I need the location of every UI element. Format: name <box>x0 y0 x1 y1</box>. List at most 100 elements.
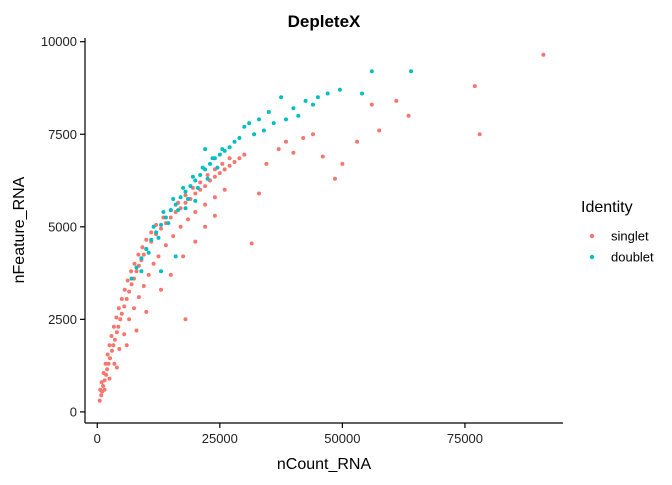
legend-title: Identity <box>581 199 633 216</box>
point-singlet-12 <box>114 330 119 335</box>
point-doublet-4 <box>149 237 154 242</box>
x-tick-label-0: 0 <box>94 431 101 446</box>
legend: Identity singlet doublet <box>581 199 654 265</box>
point-singlet-86 <box>151 261 156 266</box>
point-doublet-9 <box>173 202 178 207</box>
point-doublet-10 <box>178 195 183 200</box>
point-doublet-54 <box>291 106 296 111</box>
point-singlet-112 <box>291 150 296 155</box>
point-singlet-39 <box>212 174 217 179</box>
point-doublet-38 <box>215 165 220 170</box>
point-doublet-29 <box>210 156 215 161</box>
point-singlet-47 <box>99 380 104 385</box>
point-doublet-48 <box>257 117 261 122</box>
point-doublet-55 <box>296 113 301 118</box>
point-singlet-81 <box>127 317 132 322</box>
point-doublet-56 <box>303 98 308 103</box>
point-singlet-96 <box>114 365 119 370</box>
y-tick-label-4: 10000 <box>41 34 77 49</box>
point-doublet-36 <box>195 185 200 190</box>
point-doublet-39 <box>139 269 144 274</box>
point-doublet-6 <box>159 222 163 227</box>
point-singlet-119 <box>369 102 374 107</box>
point-singlet-71 <box>198 180 203 185</box>
point-singlet-90 <box>178 224 183 229</box>
point-singlet-37 <box>203 184 208 189</box>
point-singlet-58 <box>125 278 130 283</box>
point-doublet-41 <box>173 254 178 259</box>
point-doublet-27 <box>190 174 195 179</box>
point-singlet-53 <box>111 324 116 329</box>
point-doublet-28 <box>200 165 205 170</box>
point-singlet-113 <box>301 136 306 140</box>
point-singlet-55 <box>116 306 121 311</box>
point-singlet-46 <box>98 387 103 392</box>
point-doublet-44 <box>203 147 208 152</box>
y-tick-label-0: 0 <box>70 404 77 419</box>
point-singlet-120 <box>377 128 382 133</box>
point-doublet-26 <box>181 185 186 190</box>
point-doublet-1 <box>134 265 139 270</box>
point-singlet-9 <box>110 348 114 353</box>
point-singlet-19 <box>129 282 134 287</box>
point-singlet-115 <box>320 154 325 159</box>
legend-items: singlet doublet <box>589 229 654 265</box>
point-singlet-0 <box>97 398 102 403</box>
point-doublet-14 <box>198 173 203 177</box>
point-singlet-79 <box>117 347 122 351</box>
x-tick-label-2: 50000 <box>324 431 360 446</box>
point-singlet-80 <box>122 332 127 337</box>
point-singlet-56 <box>119 297 124 301</box>
point-singlet-101 <box>168 272 173 277</box>
point-doublet-35 <box>186 197 190 201</box>
point-singlet-102 <box>181 254 186 259</box>
point-singlet-108 <box>257 191 261 196</box>
point-singlet-83 <box>136 295 141 300</box>
point-singlet-7 <box>106 361 111 366</box>
point-singlet-30 <box>168 215 173 220</box>
point-doublet-53 <box>284 117 288 122</box>
y-tick-label-2: 5000 <box>48 219 77 234</box>
point-doublet-20 <box>227 145 232 150</box>
point-singlet-54 <box>114 315 119 320</box>
point-singlet-117 <box>340 161 345 166</box>
point-singlet-17 <box>124 297 129 301</box>
point-singlet-13 <box>116 324 121 329</box>
point-singlet-44 <box>237 156 242 161</box>
point-singlet-91 <box>186 217 190 222</box>
y-tick-label-3: 7500 <box>48 127 77 142</box>
point-singlet-59 <box>129 269 134 274</box>
point-singlet-69 <box>183 193 188 198</box>
chart-title: DepleteX <box>288 12 361 31</box>
legend-label-singlet: singlet <box>611 229 649 244</box>
point-singlet-52 <box>109 334 114 338</box>
point-doublet-13 <box>193 178 198 183</box>
point-singlet-100 <box>159 287 163 292</box>
legend-item-singlet: singlet <box>589 229 649 244</box>
point-singlet-87 <box>156 254 161 259</box>
point-singlet-3 <box>101 384 106 388</box>
point-singlet-106 <box>183 317 188 322</box>
point-doublet-50 <box>266 110 271 114</box>
point-singlet-116 <box>333 176 337 181</box>
point-doublet-58 <box>315 95 320 100</box>
point-singlet-111 <box>284 139 288 144</box>
point-doublet-30 <box>220 147 225 152</box>
point-singlet-42 <box>227 163 232 168</box>
point-singlet-21 <box>134 269 139 274</box>
point-singlet-93 <box>203 202 208 207</box>
point-doublet-3 <box>144 247 149 251</box>
series-singlet <box>97 52 546 403</box>
point-singlet-125 <box>541 52 546 57</box>
point-singlet-114 <box>311 132 315 137</box>
point-doublet-16 <box>208 161 212 166</box>
point-singlet-61 <box>136 252 141 257</box>
point-doublet-62 <box>369 69 374 74</box>
point-doublet-12 <box>188 184 193 189</box>
point-singlet-110 <box>276 147 281 152</box>
point-singlet-10 <box>111 343 116 348</box>
points-layer <box>97 52 546 403</box>
point-doublet-60 <box>337 87 342 92</box>
point-doublet-49 <box>261 128 266 133</box>
point-singlet-95 <box>222 187 227 192</box>
